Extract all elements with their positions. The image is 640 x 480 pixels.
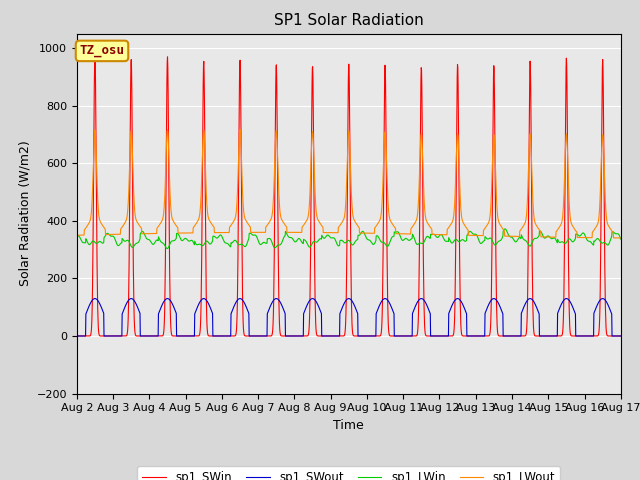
sp1_SWout: [445, 333, 452, 339]
sp1_SWin: [73, 333, 81, 339]
sp1_SWin: [189, 333, 197, 339]
sp1_LWin: [276, 241, 284, 247]
sp1_SWin: [445, 333, 452, 339]
sp1_SWout: [298, 333, 306, 339]
sp1_SWout: [276, 300, 284, 306]
sp1_LWin: [295, 236, 303, 241]
sp1_LWin: [501, 226, 509, 232]
sp1_SWout: [295, 333, 303, 339]
sp1_SWout: [91, 296, 99, 301]
sp1_LWout: [104, 232, 112, 238]
sp1_LWout: [445, 225, 452, 231]
sp1_LWin: [298, 240, 306, 245]
sp1_SWin: [276, 332, 284, 338]
sp1_LWout: [295, 229, 303, 235]
sp1_LWin: [104, 230, 112, 236]
sp1_LWin: [189, 239, 197, 245]
Line: sp1_SWin: sp1_SWin: [77, 54, 621, 336]
sp1_LWout: [298, 229, 306, 235]
sp1_SWin: [617, 333, 625, 339]
Legend: sp1_SWin, sp1_SWout, sp1_LWin, sp1_LWout: sp1_SWin, sp1_SWout, sp1_LWin, sp1_LWout: [138, 466, 560, 480]
Line: sp1_SWout: sp1_SWout: [77, 299, 621, 336]
sp1_SWout: [104, 333, 112, 339]
Line: sp1_LWin: sp1_LWin: [77, 229, 621, 249]
sp1_LWin: [617, 236, 625, 242]
sp1_LWout: [617, 235, 625, 241]
sp1_LWout: [164, 127, 172, 132]
sp1_LWin: [73, 234, 81, 240]
sp1_SWout: [617, 333, 625, 339]
Text: TZ_osu: TZ_osu: [79, 44, 125, 58]
sp1_LWout: [276, 213, 284, 219]
X-axis label: Time: Time: [333, 419, 364, 432]
sp1_SWin: [295, 333, 303, 339]
sp1_SWout: [189, 333, 197, 339]
Line: sp1_LWout: sp1_LWout: [77, 130, 621, 238]
Title: SP1 Solar Radiation: SP1 Solar Radiation: [274, 13, 424, 28]
sp1_LWin: [163, 246, 171, 252]
sp1_SWin: [298, 333, 306, 339]
sp1_SWin: [104, 333, 112, 339]
Y-axis label: Solar Radiation (W/m2): Solar Radiation (W/m2): [18, 141, 31, 287]
sp1_SWin: [91, 51, 99, 57]
sp1_SWout: [73, 333, 81, 339]
sp1_LWout: [189, 225, 197, 230]
sp1_LWin: [445, 239, 452, 244]
sp1_LWout: [73, 232, 81, 238]
